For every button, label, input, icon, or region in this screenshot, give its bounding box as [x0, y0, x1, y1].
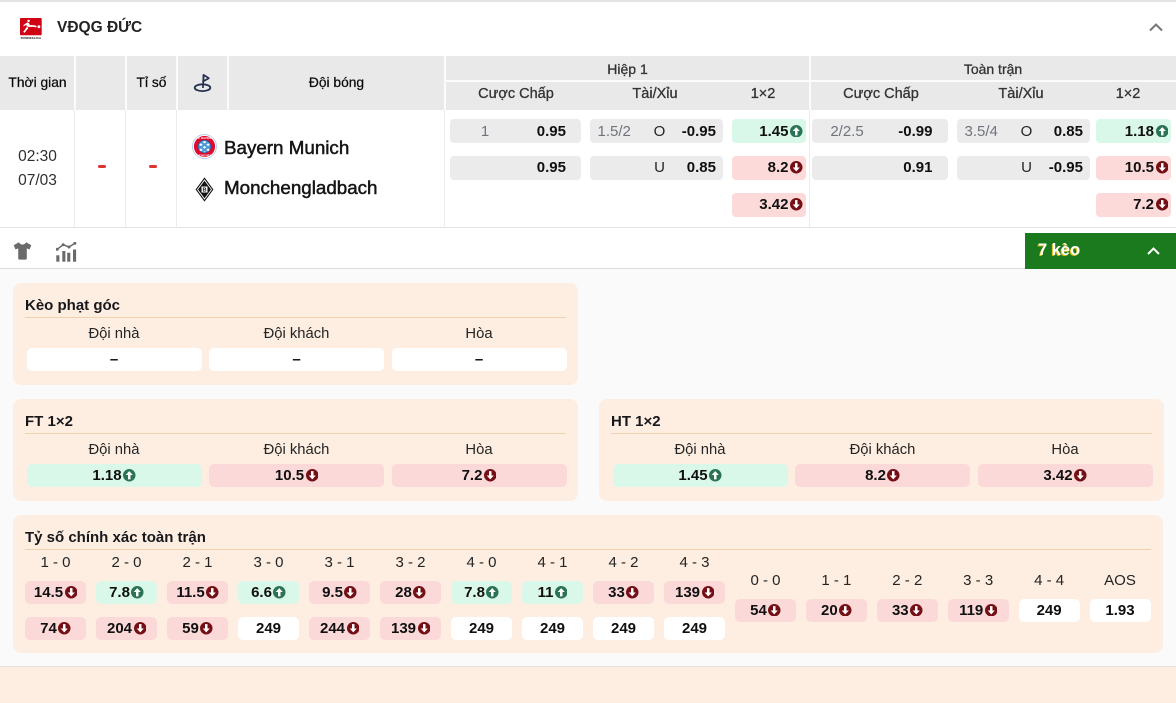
- svg-text:BUNDESLIGA: BUNDESLIGA: [21, 36, 42, 39]
- svg-text:MÜNCHEN: MÜNCHEN: [197, 153, 211, 158]
- svg-text:B: B: [202, 187, 206, 193]
- svg-text:FC BAYERN: FC BAYERN: [196, 136, 212, 140]
